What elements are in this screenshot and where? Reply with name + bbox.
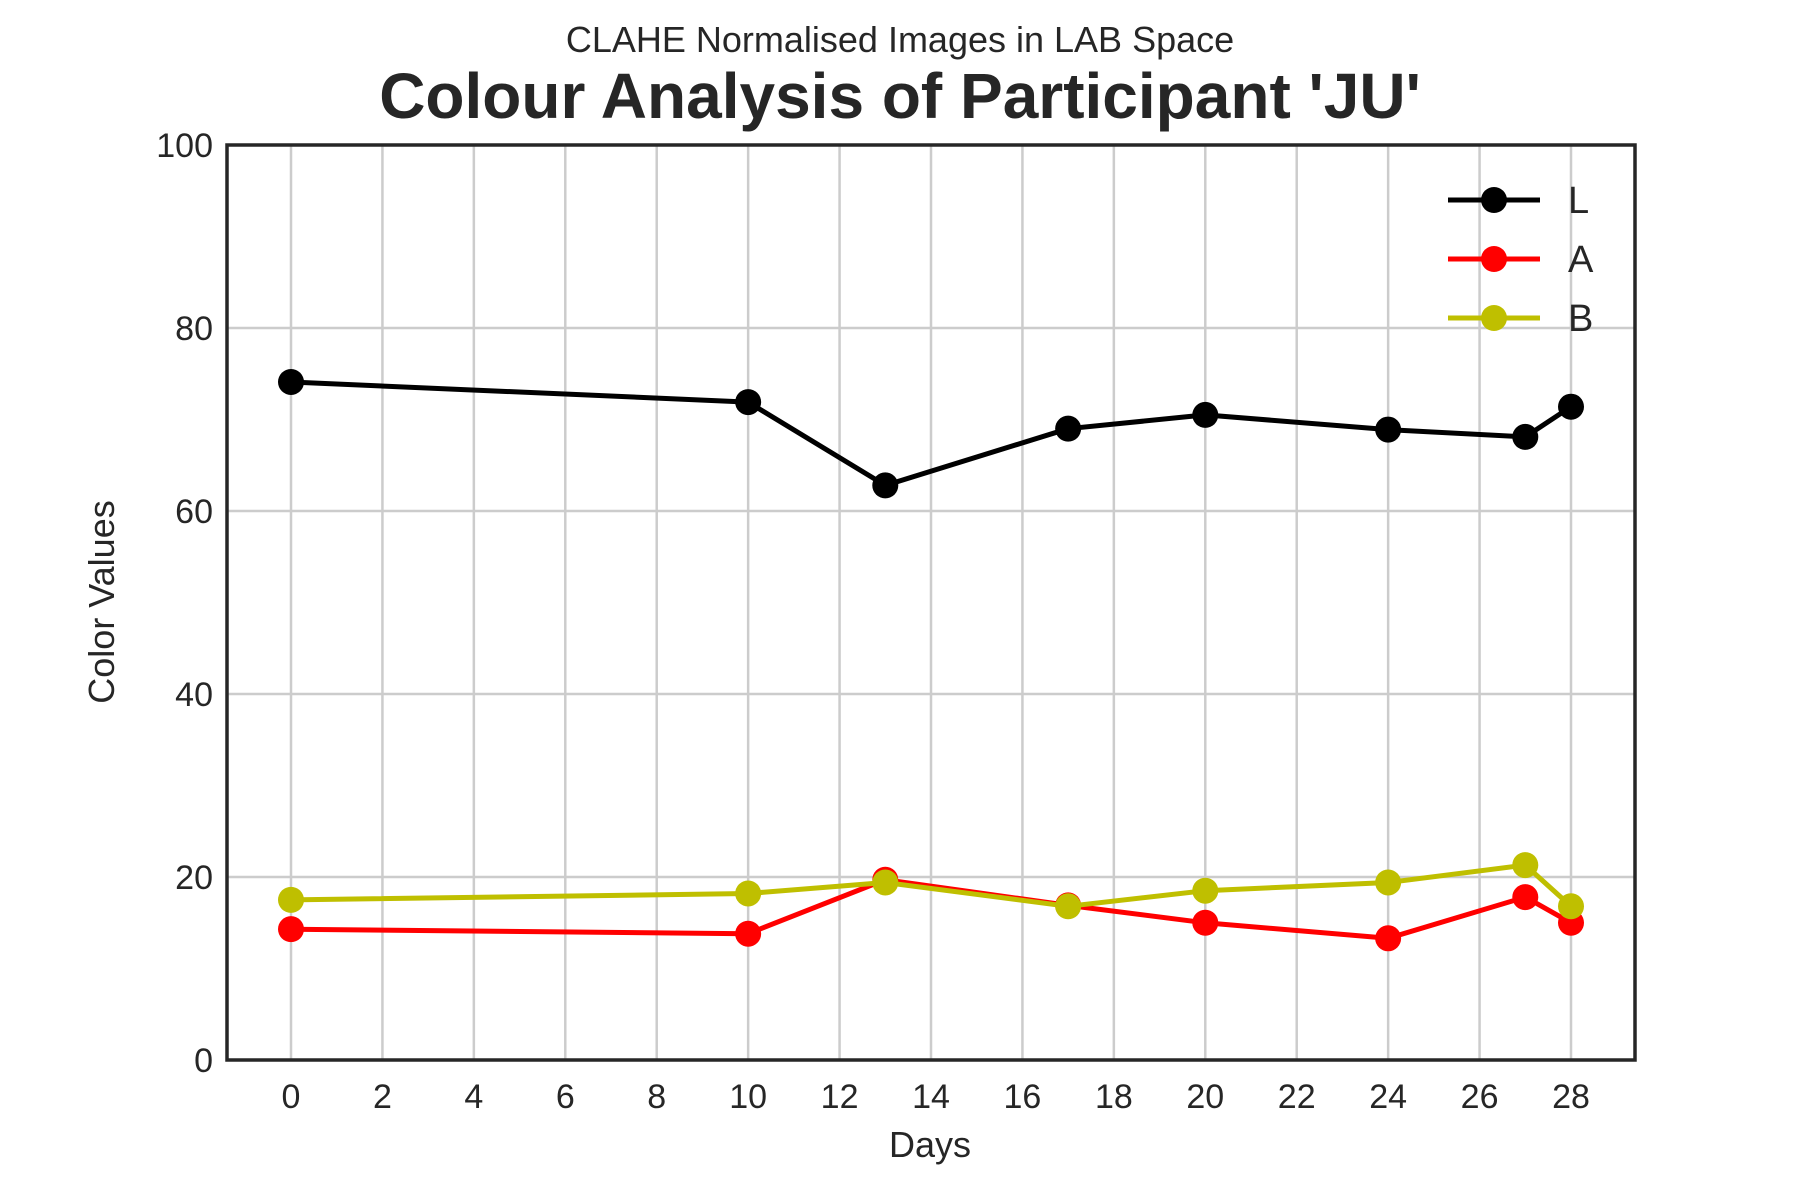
series-l-point: [735, 389, 762, 416]
x-tick-label: 2: [373, 1078, 392, 1116]
series-l-point: [1375, 416, 1402, 443]
series-b-point: [1558, 893, 1584, 920]
legend-a-marker: [1481, 246, 1507, 272]
series-l-point: [1558, 393, 1584, 420]
series-a-point: [278, 916, 304, 943]
y-tick-label: 60: [175, 493, 213, 531]
series-b-point: [1375, 869, 1402, 896]
series-b-point: [278, 886, 304, 913]
x-tick-label: 20: [1186, 1078, 1224, 1116]
series-b-point: [1512, 852, 1539, 879]
series-a-point: [1512, 884, 1539, 911]
plot-frame: [225, 143, 1637, 1062]
x-tick-label: 28: [1552, 1078, 1590, 1116]
legend-l-marker: [1481, 187, 1507, 213]
legend-b-label: B: [1568, 298, 1593, 340]
y-tick-label: 0: [194, 1042, 213, 1080]
x-tick-label: 4: [464, 1078, 483, 1116]
y-tick-label: 40: [175, 676, 213, 714]
series-b-point: [1192, 877, 1219, 904]
series-a-point: [735, 920, 762, 947]
x-tick-label: 12: [821, 1078, 859, 1116]
series-l-point: [1512, 423, 1539, 450]
chart-title: Colour Analysis of Participant 'JU': [379, 60, 1421, 132]
series-b-point: [735, 880, 762, 907]
x-tick-label: 8: [647, 1078, 666, 1116]
series-a-point: [1192, 909, 1219, 936]
series-l-line: [290, 379, 1573, 488]
y-axis-label: Color Values: [81, 500, 122, 703]
series-l-point: [1055, 415, 1082, 442]
series-l-point: [1192, 401, 1219, 428]
legend: LAB: [1448, 180, 1594, 340]
series-a-point: [1375, 925, 1402, 952]
legend-l-label: L: [1568, 180, 1589, 222]
x-tick-label: 0: [282, 1078, 301, 1116]
legend-b-marker: [1481, 305, 1507, 331]
x-tick-label: 18: [1095, 1078, 1133, 1116]
chart-subtitle: CLAHE Normalised Images in LAB Space: [566, 19, 1234, 60]
grid-lines: [227, 143, 1635, 1062]
series-layer: [278, 368, 1584, 952]
series-b-line: [290, 862, 1573, 909]
series-a-line: [290, 877, 1573, 941]
legend-a-label: A: [1568, 239, 1594, 281]
series-b-point: [872, 869, 899, 896]
series-b-point: [1055, 893, 1082, 920]
series-l-point: [872, 472, 899, 499]
series-l-point: [278, 368, 304, 395]
x-tick-label: 26: [1461, 1078, 1499, 1116]
y-tick-label: 80: [175, 310, 213, 348]
x-tick-label: 24: [1369, 1078, 1407, 1116]
x-tick-label: 6: [556, 1078, 575, 1116]
x-axis-label: Days: [889, 1124, 971, 1165]
x-tick-label: 22: [1278, 1078, 1316, 1116]
y-tick-label: 100: [156, 127, 213, 165]
x-tick-label: 16: [1004, 1078, 1042, 1116]
x-tick-label: 10: [729, 1078, 767, 1116]
x-tick-label: 14: [912, 1078, 950, 1116]
y-tick-label: 20: [175, 859, 213, 897]
